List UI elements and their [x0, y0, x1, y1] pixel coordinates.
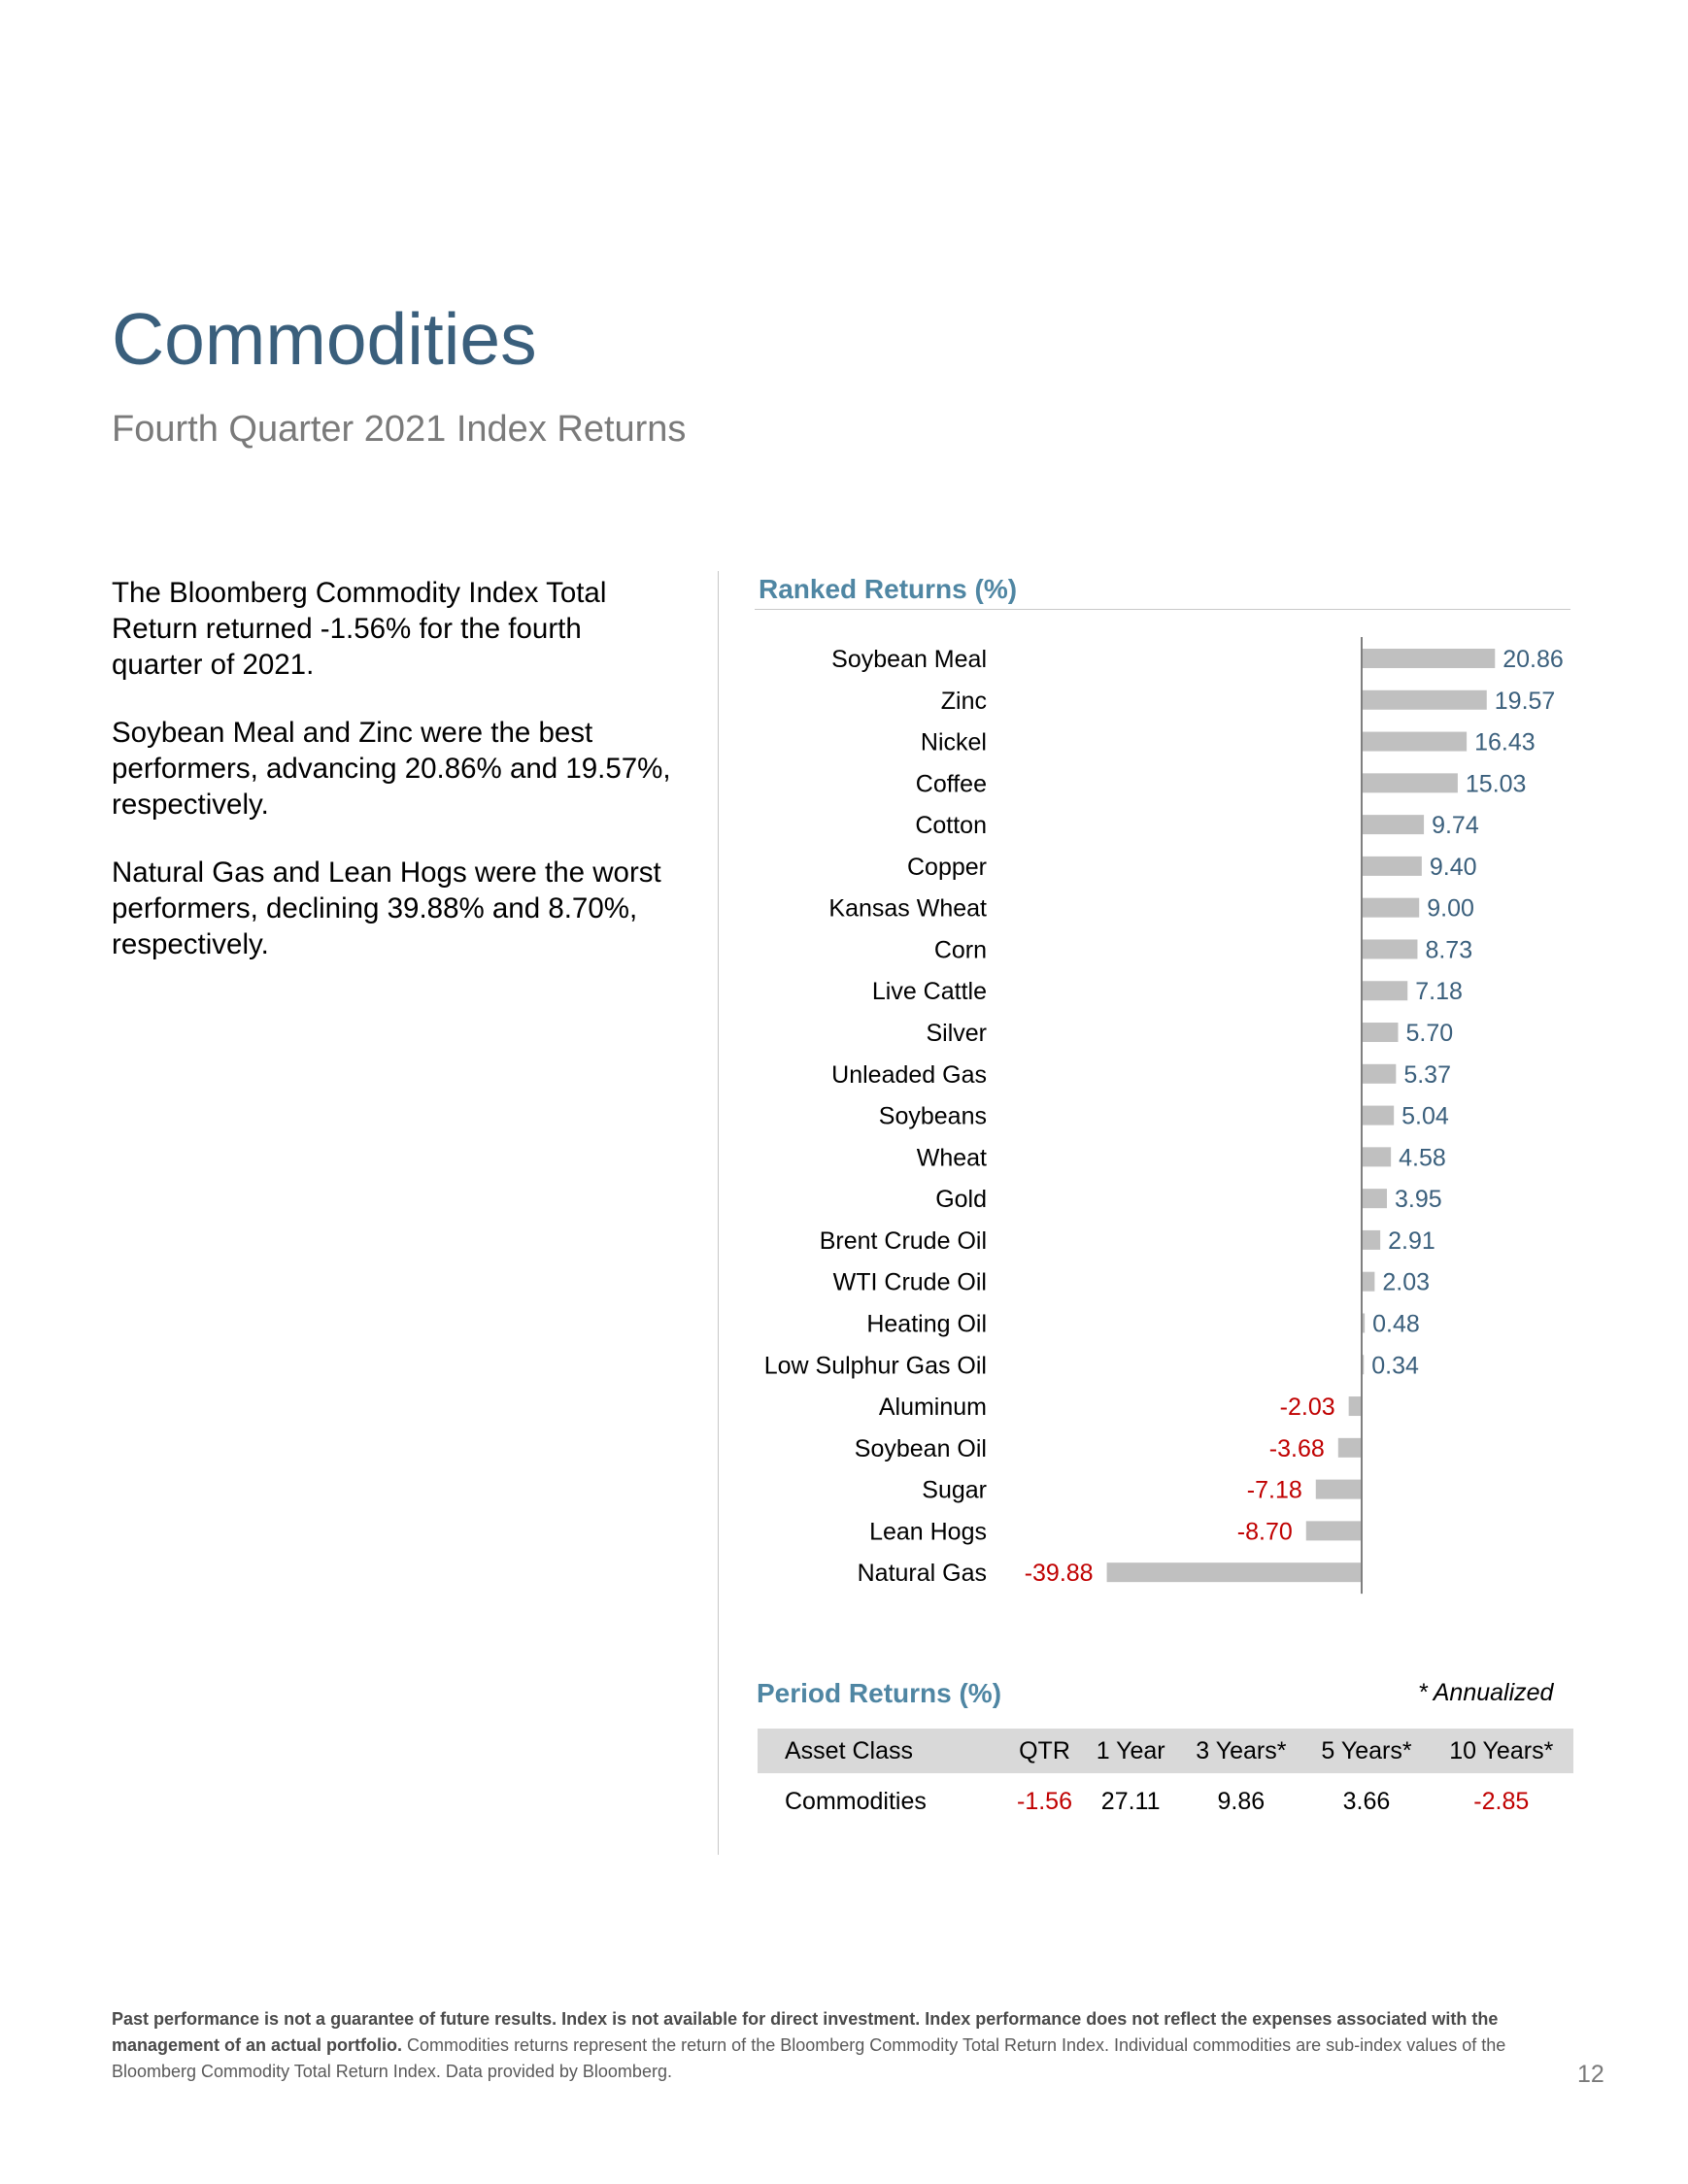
tick-label: Lean Hogs	[869, 1518, 987, 1545]
ranked-returns-chart: Soybean Meal 20.86 Zinc 19.57 Nickel 16.43 Cof…	[764, 637, 1564, 1595]
period-returns-table: Asset Class QTR 1 Year 3 Years* 5 Years*…	[758, 1729, 1573, 1830]
column-header-qtr: QTR	[1006, 1729, 1083, 1773]
bar	[1362, 649, 1496, 668]
data-label: -3.68	[1269, 1435, 1325, 1462]
tick-label: Soybean Oil	[855, 1435, 987, 1462]
bar	[1305, 1521, 1362, 1541]
commentary-paragraph-worst: Natural Gas and Lean Hogs were the worst…	[112, 857, 661, 960]
ranked-returns-rule	[755, 609, 1570, 610]
period-returns-header-row: Asset Class QTR 1 Year 3 Years* 5 Years*…	[758, 1729, 1573, 1773]
annualized-note: * Annualized	[1418, 1679, 1554, 1706]
bar	[1362, 1313, 1366, 1333]
tick-label: Nickel	[921, 729, 987, 756]
column-header-1-year: 1 Year	[1083, 1729, 1179, 1773]
data-label: 9.74	[1432, 812, 1479, 839]
cell-asset-class: Commodities	[785, 1787, 927, 1815]
bar	[1362, 1229, 1381, 1250]
bar	[1362, 1147, 1392, 1167]
data-label: 9.00	[1427, 895, 1474, 923]
data-label: 5.04	[1401, 1103, 1449, 1130]
bar	[1362, 1105, 1395, 1126]
column-header-5-years: 5 Years*	[1303, 1729, 1430, 1773]
cell-5-years: 3.66	[1342, 1787, 1391, 1815]
page-subtitle: Fourth Quarter 2021 Index Returns	[112, 409, 687, 450]
cell-3-years: 9.86	[1217, 1787, 1266, 1815]
bar	[1348, 1396, 1362, 1417]
cell-qtr: -1.56	[1017, 1787, 1072, 1815]
tick-label: Brent Crude Oil	[820, 1227, 987, 1255]
tick-label: Zinc	[941, 688, 987, 715]
data-label: 2.91	[1388, 1227, 1435, 1255]
data-label: 19.57	[1495, 688, 1556, 715]
data-label: 2.03	[1382, 1269, 1430, 1296]
bar	[1362, 773, 1458, 793]
tick-label: Soybean Meal	[831, 646, 987, 673]
ranked-returns-title: Ranked Returns (%)	[759, 574, 1018, 604]
bar	[1362, 1271, 1375, 1292]
bar	[1362, 897, 1420, 918]
bar	[1337, 1437, 1362, 1458]
tick-label: Gold	[935, 1186, 987, 1213]
data-label: 3.95	[1395, 1186, 1442, 1213]
tick-label: Silver	[926, 1020, 987, 1047]
tick-label: Heating Oil	[866, 1310, 987, 1337]
tick-label: Soybeans	[879, 1103, 987, 1130]
bar	[1362, 1189, 1387, 1209]
cell-10-years: -2.85	[1473, 1787, 1530, 1815]
bar	[1315, 1479, 1362, 1499]
bar	[1362, 1063, 1397, 1084]
data-label: -7.18	[1247, 1477, 1302, 1504]
cell-1-year: 27.11	[1100, 1787, 1161, 1815]
tick-label: Aluminum	[879, 1394, 987, 1421]
page-number: 12	[1577, 2061, 1604, 2088]
data-label: 8.73	[1425, 936, 1472, 963]
data-label: 5.37	[1403, 1061, 1451, 1089]
bar	[1362, 731, 1468, 752]
data-label: 4.58	[1399, 1144, 1446, 1171]
data-label: 20.86	[1502, 646, 1564, 673]
data-label: 7.18	[1415, 978, 1463, 1005]
column-divider	[718, 571, 719, 1855]
bar	[1362, 815, 1425, 835]
tick-label: Kansas Wheat	[828, 895, 987, 923]
tick-label: Natural Gas	[858, 1560, 987, 1587]
column-header-10-years: 10 Years*	[1429, 1729, 1573, 1773]
tick-label: Cotton	[915, 812, 987, 839]
tick-label: Coffee	[916, 770, 987, 797]
data-label: -8.70	[1237, 1518, 1293, 1545]
tick-label: Wheat	[917, 1144, 987, 1171]
tick-label: WTI Crude Oil	[833, 1269, 987, 1296]
disclaimer-bold: Past performance is not a guarantee of f…	[112, 2009, 1499, 2055]
bar	[1106, 1562, 1362, 1583]
period-returns-title: Period Returns (%)	[757, 1678, 1002, 1708]
disclaimer-text: Commodities returns represent the return…	[112, 2035, 1506, 2081]
commentary-paragraph-best: Soybean Meal and Zinc were the best perf…	[112, 717, 671, 821]
disclaimer-footnote: Past performance is not a guarantee of f…	[112, 2006, 1539, 2085]
bar	[1362, 1023, 1399, 1043]
tick-label: Unleaded Gas	[831, 1061, 987, 1089]
column-header-asset-class: Asset Class	[758, 1729, 1006, 1773]
bar	[1362, 1355, 1365, 1375]
tick-label: Corn	[934, 936, 987, 963]
tick-label: Copper	[907, 854, 987, 881]
tick-label: Sugar	[922, 1477, 987, 1504]
data-label: 0.48	[1372, 1310, 1420, 1337]
data-label: -39.88	[1025, 1560, 1094, 1587]
tick-label: Low Sulphur Gas Oil	[764, 1352, 987, 1379]
data-label: 16.43	[1474, 729, 1536, 756]
data-label: 9.40	[1430, 854, 1477, 881]
data-label: 0.34	[1371, 1352, 1419, 1379]
page-title: Commodities	[112, 298, 537, 380]
commentary-paragraph-index: The Bloomberg Commodity Index Total Retu…	[112, 577, 607, 681]
bar	[1362, 981, 1408, 1001]
bar	[1362, 856, 1422, 876]
table-row: Commodities -1.56 27.11 9.86 3.66 -2.85	[758, 1773, 1573, 1830]
bar	[1362, 689, 1487, 710]
data-label: 5.70	[1406, 1020, 1454, 1047]
column-header-3-years: 3 Years*	[1178, 1729, 1304, 1773]
data-label: 15.03	[1466, 770, 1527, 797]
bar	[1362, 939, 1418, 959]
data-label: -2.03	[1280, 1394, 1335, 1421]
tick-label: Live Cattle	[872, 978, 987, 1005]
